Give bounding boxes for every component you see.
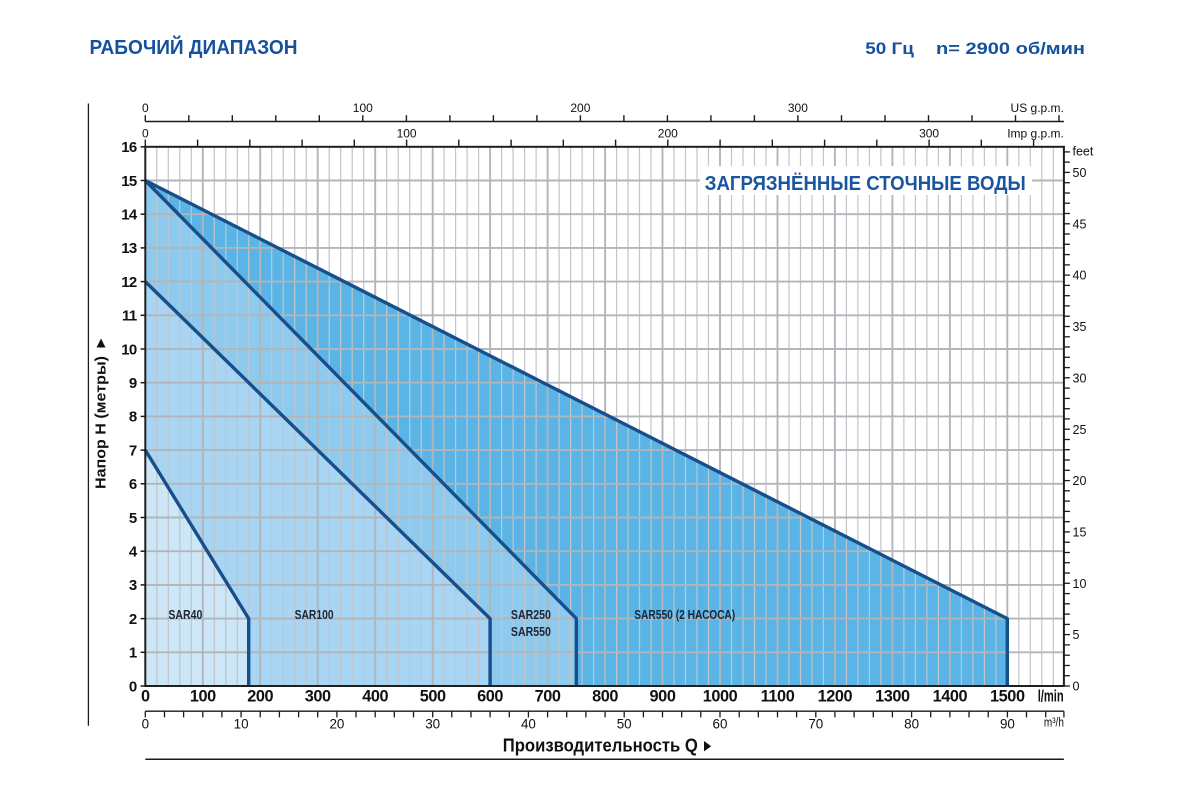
svg-text:2: 2 — [129, 611, 137, 628]
svg-text:1000: 1000 — [703, 688, 738, 706]
svg-text:200: 200 — [247, 688, 273, 706]
svg-text:90: 90 — [1000, 717, 1015, 732]
svg-text:n= 2900 об/мин: n= 2900 об/мин — [936, 40, 1085, 58]
svg-text:300: 300 — [919, 127, 939, 141]
svg-text:50: 50 — [1073, 166, 1087, 180]
svg-text:400: 400 — [362, 688, 388, 706]
svg-text:0: 0 — [142, 127, 149, 141]
svg-text:SAR550: SAR550 — [511, 625, 551, 639]
svg-text:30: 30 — [425, 717, 440, 732]
svg-text:11: 11 — [122, 308, 137, 325]
svg-text:m³/h: m³/h — [1044, 715, 1064, 730]
svg-text:Производительность Q: Производительность Q — [503, 736, 698, 756]
svg-text:300: 300 — [305, 688, 331, 706]
svg-text:70: 70 — [808, 717, 823, 732]
svg-text:45: 45 — [1073, 217, 1087, 231]
svg-text:0: 0 — [1073, 680, 1080, 694]
svg-text:35: 35 — [1073, 320, 1087, 334]
svg-text:100: 100 — [190, 688, 216, 706]
svg-text:0: 0 — [141, 688, 150, 706]
svg-text:800: 800 — [592, 688, 618, 706]
svg-text:500: 500 — [420, 688, 446, 706]
svg-text:Напор H (метры): Напор H (метры) — [93, 356, 110, 489]
svg-text:80: 80 — [904, 717, 919, 732]
svg-text:РАБОЧИЙ ДИАПАЗОН: РАБОЧИЙ ДИАПАЗОН — [90, 35, 298, 59]
svg-text:40: 40 — [1073, 269, 1087, 283]
svg-text:1300: 1300 — [875, 688, 910, 706]
svg-text:16: 16 — [121, 139, 137, 156]
svg-text:12: 12 — [121, 274, 137, 291]
svg-text:9: 9 — [129, 375, 137, 392]
svg-text:SAR550 (2 НАСОСА): SAR550 (2 НАСОСА) — [634, 608, 735, 622]
svg-text:14: 14 — [121, 207, 138, 224]
svg-text:8: 8 — [129, 409, 137, 426]
svg-text:50: 50 — [617, 717, 632, 732]
svg-text:300: 300 — [788, 101, 808, 115]
svg-text:200: 200 — [570, 101, 590, 115]
svg-text:Imp g.p.m.: Imp g.p.m. — [1007, 127, 1064, 141]
svg-text:1500: 1500 — [990, 688, 1025, 706]
svg-text:60: 60 — [713, 717, 728, 732]
svg-text:feet: feet — [1073, 145, 1094, 159]
svg-text:100: 100 — [397, 127, 417, 141]
svg-text:30: 30 — [1073, 371, 1087, 385]
svg-text:900: 900 — [650, 688, 676, 706]
svg-text:ЗАГРЯЗНЁННЫЕ СТОЧНЫЕ ВОДЫ: ЗАГРЯЗНЁННЫЕ СТОЧНЫЕ ВОДЫ — [705, 172, 1026, 195]
svg-text:700: 700 — [535, 688, 561, 706]
svg-text:0: 0 — [142, 101, 149, 115]
svg-text:0: 0 — [129, 678, 137, 695]
svg-text:6: 6 — [129, 476, 137, 493]
svg-text:10: 10 — [1073, 577, 1087, 591]
svg-text:40: 40 — [521, 717, 536, 732]
svg-text:10: 10 — [234, 717, 249, 732]
svg-text:7: 7 — [129, 442, 137, 459]
svg-text:15: 15 — [1073, 526, 1087, 540]
svg-text:10: 10 — [121, 341, 137, 358]
svg-text:4: 4 — [129, 544, 138, 561]
svg-text:1400: 1400 — [933, 688, 968, 706]
svg-text:25: 25 — [1073, 423, 1087, 437]
svg-text:1200: 1200 — [818, 688, 853, 706]
svg-text:100: 100 — [353, 101, 373, 115]
svg-text:SAR40: SAR40 — [168, 608, 202, 622]
svg-text:50 Гц: 50 Гц — [865, 40, 914, 58]
svg-text:SAR100: SAR100 — [295, 608, 334, 622]
svg-text:20: 20 — [329, 717, 344, 732]
svg-text:15: 15 — [121, 173, 137, 190]
svg-text:1: 1 — [129, 645, 137, 662]
svg-text:600: 600 — [477, 688, 503, 706]
svg-text:US g.p.m.: US g.p.m. — [1011, 101, 1064, 115]
svg-text:0: 0 — [142, 717, 149, 732]
svg-text:3: 3 — [129, 577, 137, 594]
svg-text:200: 200 — [658, 127, 678, 141]
svg-text:5: 5 — [129, 510, 137, 527]
svg-text:13: 13 — [121, 240, 137, 257]
svg-text:20: 20 — [1073, 474, 1087, 488]
svg-text:SAR250: SAR250 — [511, 608, 551, 622]
svg-text:1100: 1100 — [761, 688, 795, 706]
svg-text:l/min: l/min — [1038, 688, 1064, 706]
svg-text:5: 5 — [1073, 628, 1080, 642]
